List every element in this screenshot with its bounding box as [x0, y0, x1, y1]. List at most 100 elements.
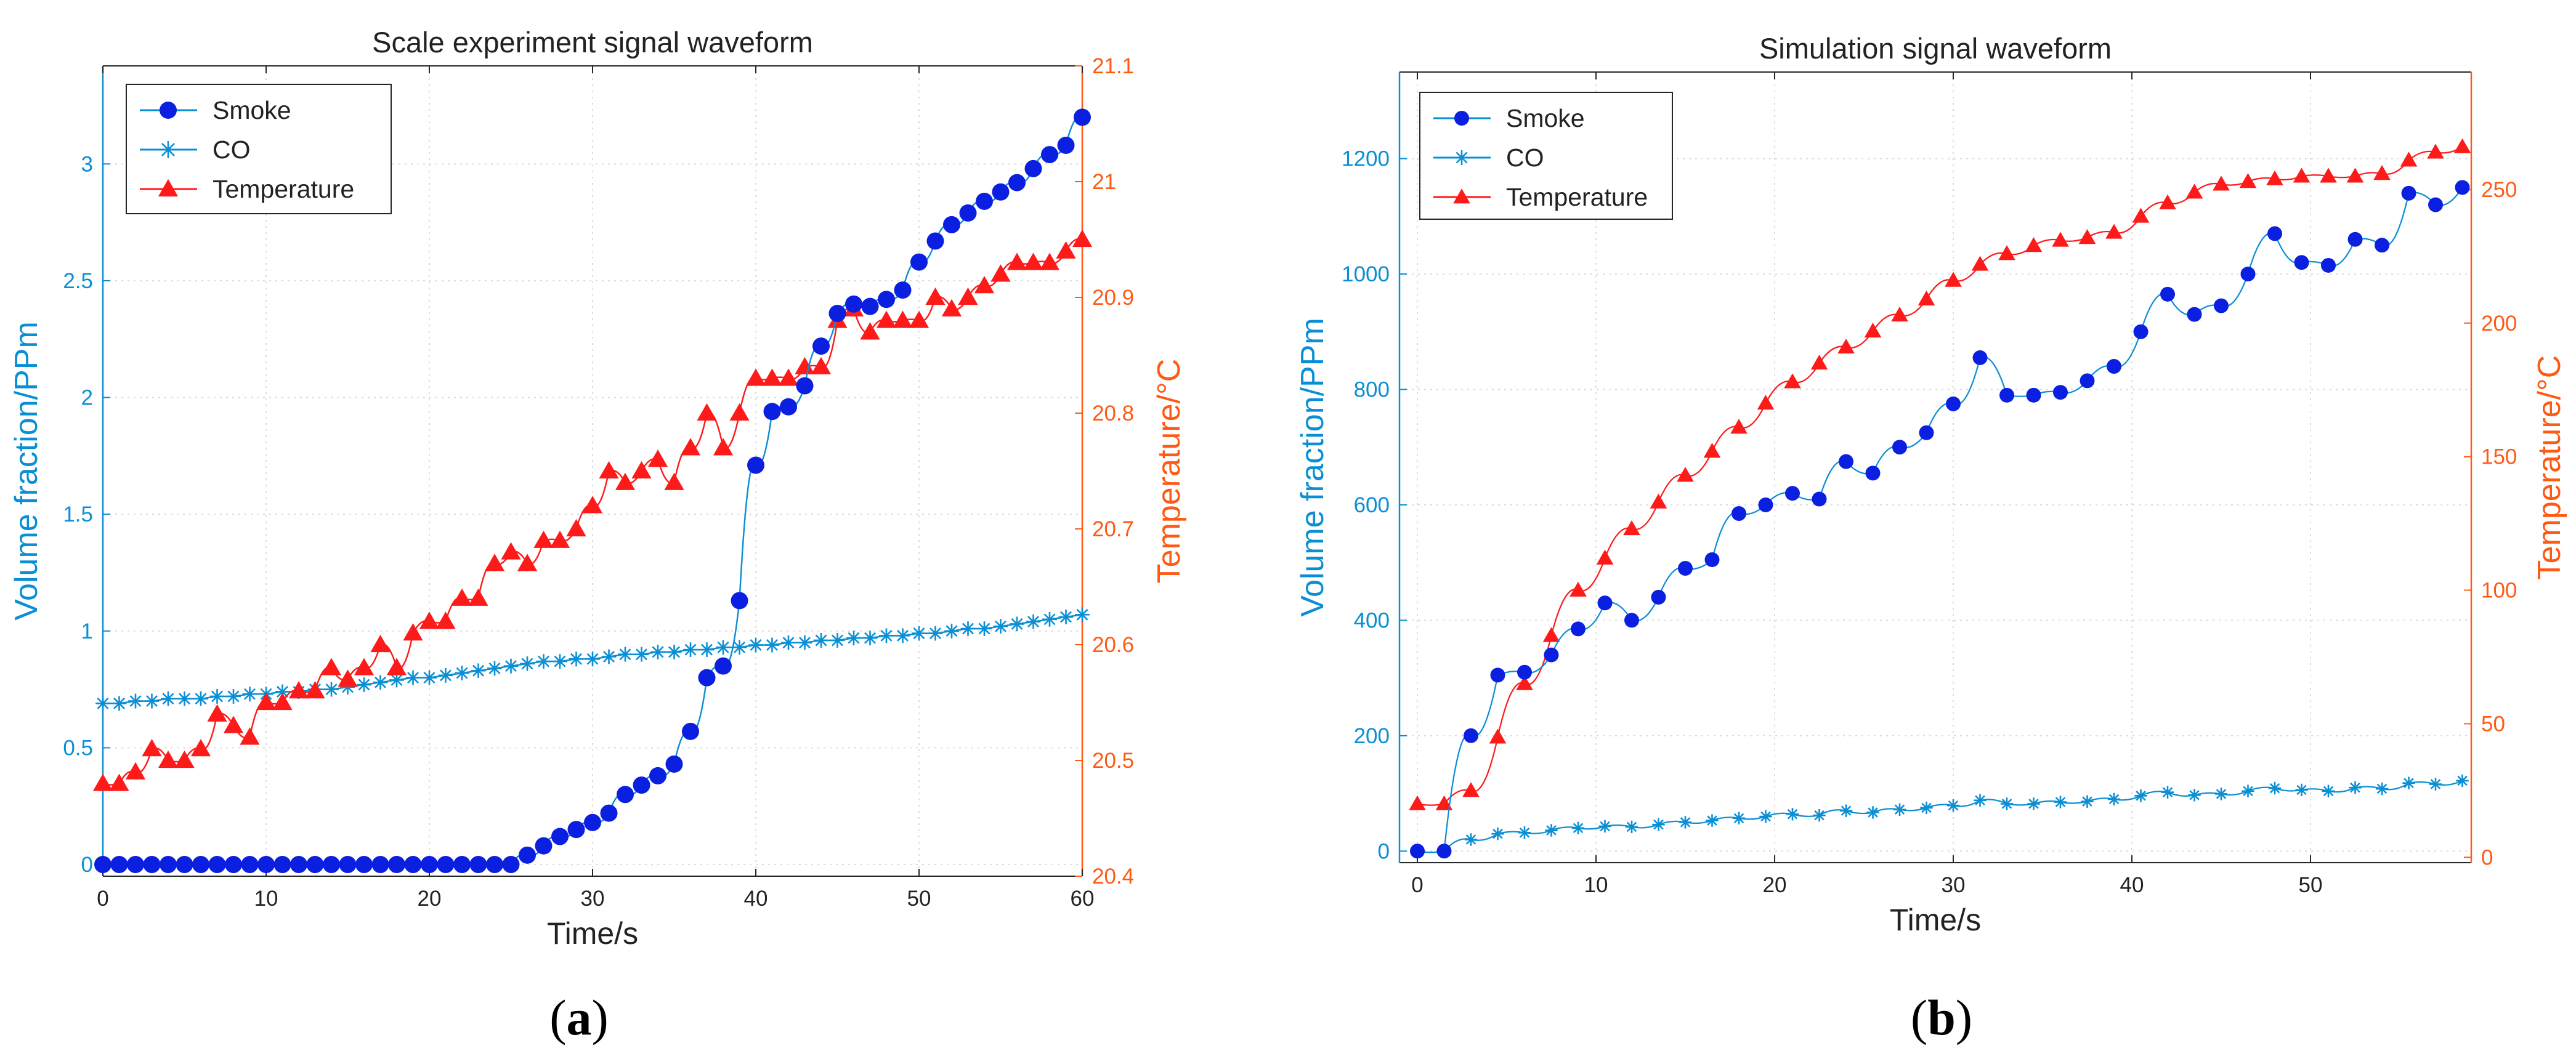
- data-point-smoke: [1999, 387, 2014, 403]
- data-point-co: [2054, 796, 2067, 808]
- data-point-temperature: [1409, 795, 1426, 810]
- panel-label-letter: a: [567, 989, 592, 1046]
- data-point-smoke: [665, 755, 683, 773]
- series-smoke: [94, 108, 1091, 874]
- data-point-smoke: [2240, 267, 2256, 282]
- legend-label-co: CO: [1506, 143, 1544, 172]
- y-axis-label-right: Temperature/°C: [2532, 355, 2567, 580]
- data-point-temperature: [566, 518, 586, 537]
- data-point-temperature: [1462, 782, 1480, 797]
- data-point-temperature: [893, 310, 913, 328]
- chart-panel-b: 0 10 20 30 40 50 0 200 400 600 800 1000 1200 0 50 100 15…: [1295, 32, 2567, 937]
- data-point-co: [2322, 784, 2335, 797]
- data-point-temperature: [533, 530, 554, 548]
- data-point-co: [553, 654, 567, 669]
- y-tick-label-left: 0.5: [63, 736, 93, 760]
- data-point-co: [1598, 820, 1611, 833]
- data-point-co: [438, 667, 453, 683]
- data-point-smoke: [502, 856, 520, 874]
- data-point-temperature: [990, 264, 1011, 282]
- data-point-smoke: [1464, 728, 1478, 743]
- data-point-co: [422, 670, 437, 685]
- data-point-smoke: [306, 856, 324, 874]
- data-point-temperature: [909, 310, 930, 328]
- data-point-smoke: [2160, 286, 2175, 302]
- data-point-smoke: [828, 305, 846, 323]
- data-point-co: [2429, 778, 2442, 791]
- data-point-co: [373, 675, 388, 690]
- data-point-temperature: [158, 750, 179, 768]
- data-point-smoke: [257, 856, 275, 874]
- data-point-smoke: [1678, 561, 1693, 576]
- x-tick-label: 10: [1584, 873, 1608, 897]
- data-point-temperature: [403, 623, 423, 641]
- data-point-co: [830, 633, 845, 648]
- x-tick-label: 50: [907, 887, 931, 911]
- data-point-co: [634, 647, 649, 662]
- panel-label-letter: b: [1927, 989, 1956, 1046]
- data-point-co: [618, 647, 633, 662]
- y-tick-label-right: 0: [2481, 845, 2493, 869]
- data-point-temperature: [1757, 395, 1775, 410]
- data-point-temperature: [1677, 467, 1694, 482]
- data-point-smoke: [2214, 298, 2229, 313]
- data-point-temperature: [484, 554, 505, 571]
- data-point-smoke: [2347, 232, 2363, 247]
- data-point-temperature: [2052, 232, 2069, 247]
- data-point-temperature: [1072, 229, 1093, 248]
- data-point-smoke: [682, 722, 699, 740]
- legend-label-temperature: Temperature: [1506, 183, 1648, 211]
- data-point-co: [357, 677, 371, 692]
- x-tick-label: 20: [1763, 873, 1787, 897]
- data-point-temperature: [174, 750, 195, 768]
- data-point-smoke: [1024, 159, 1042, 177]
- y-tick-label-left: 2.5: [63, 269, 93, 293]
- data-point-co: [944, 623, 959, 639]
- data-point-smoke: [323, 856, 340, 874]
- data-point-co: [193, 691, 208, 706]
- data-point-co: [928, 626, 943, 641]
- data-point-temperature: [354, 658, 375, 675]
- data-point-co: [1839, 804, 1853, 817]
- data-point-temperature: [925, 287, 946, 305]
- y-tick-label-right: 21.1: [1092, 54, 1134, 78]
- data-point-temperature: [1891, 306, 1908, 322]
- data-point-co: [1893, 803, 1906, 816]
- data-point-co: [2000, 797, 2014, 810]
- data-point-smoke: [519, 846, 536, 864]
- y-tick-label-left: 1: [81, 619, 93, 643]
- legend-label-co: CO: [213, 135, 251, 164]
- data-point-co: [177, 691, 192, 706]
- data-point-temperature: [1971, 256, 1989, 271]
- data-point-smoke: [551, 828, 569, 845]
- x-tick-label: 40: [744, 887, 768, 911]
- data-point-temperature: [256, 692, 277, 711]
- data-point-co: [1571, 821, 1585, 834]
- data-point-co: [503, 658, 519, 674]
- data-point-smoke: [469, 856, 487, 874]
- data-point-temperature: [190, 739, 211, 757]
- data-point-temperature: [2025, 237, 2043, 252]
- data-point-co: [912, 626, 926, 641]
- data-point-smoke: [1704, 552, 1720, 567]
- data-point-smoke: [894, 281, 912, 299]
- data-point-smoke: [1008, 174, 1026, 191]
- data-point-temperature: [1007, 252, 1027, 270]
- data-point-temperature: [549, 530, 570, 548]
- data-point-temperature: [729, 403, 750, 421]
- data-point-temperature: [272, 692, 293, 711]
- data-point-temperature: [745, 368, 766, 386]
- data-point-co: [242, 687, 257, 702]
- data-point-smoke: [1865, 465, 1881, 481]
- data-point-co: [1652, 818, 1665, 831]
- data-point-smoke: [535, 837, 553, 855]
- y-axis-label-right: Temperature/°C: [1151, 359, 1187, 584]
- chart-title: Simulation signal waveform: [1759, 32, 2112, 65]
- data-point-temperature: [419, 611, 440, 629]
- data-point-co: [666, 645, 682, 659]
- data-point-smoke: [127, 856, 144, 874]
- data-point-smoke: [241, 856, 259, 874]
- data-point-smoke: [2187, 307, 2202, 322]
- data-point-temperature: [338, 669, 358, 687]
